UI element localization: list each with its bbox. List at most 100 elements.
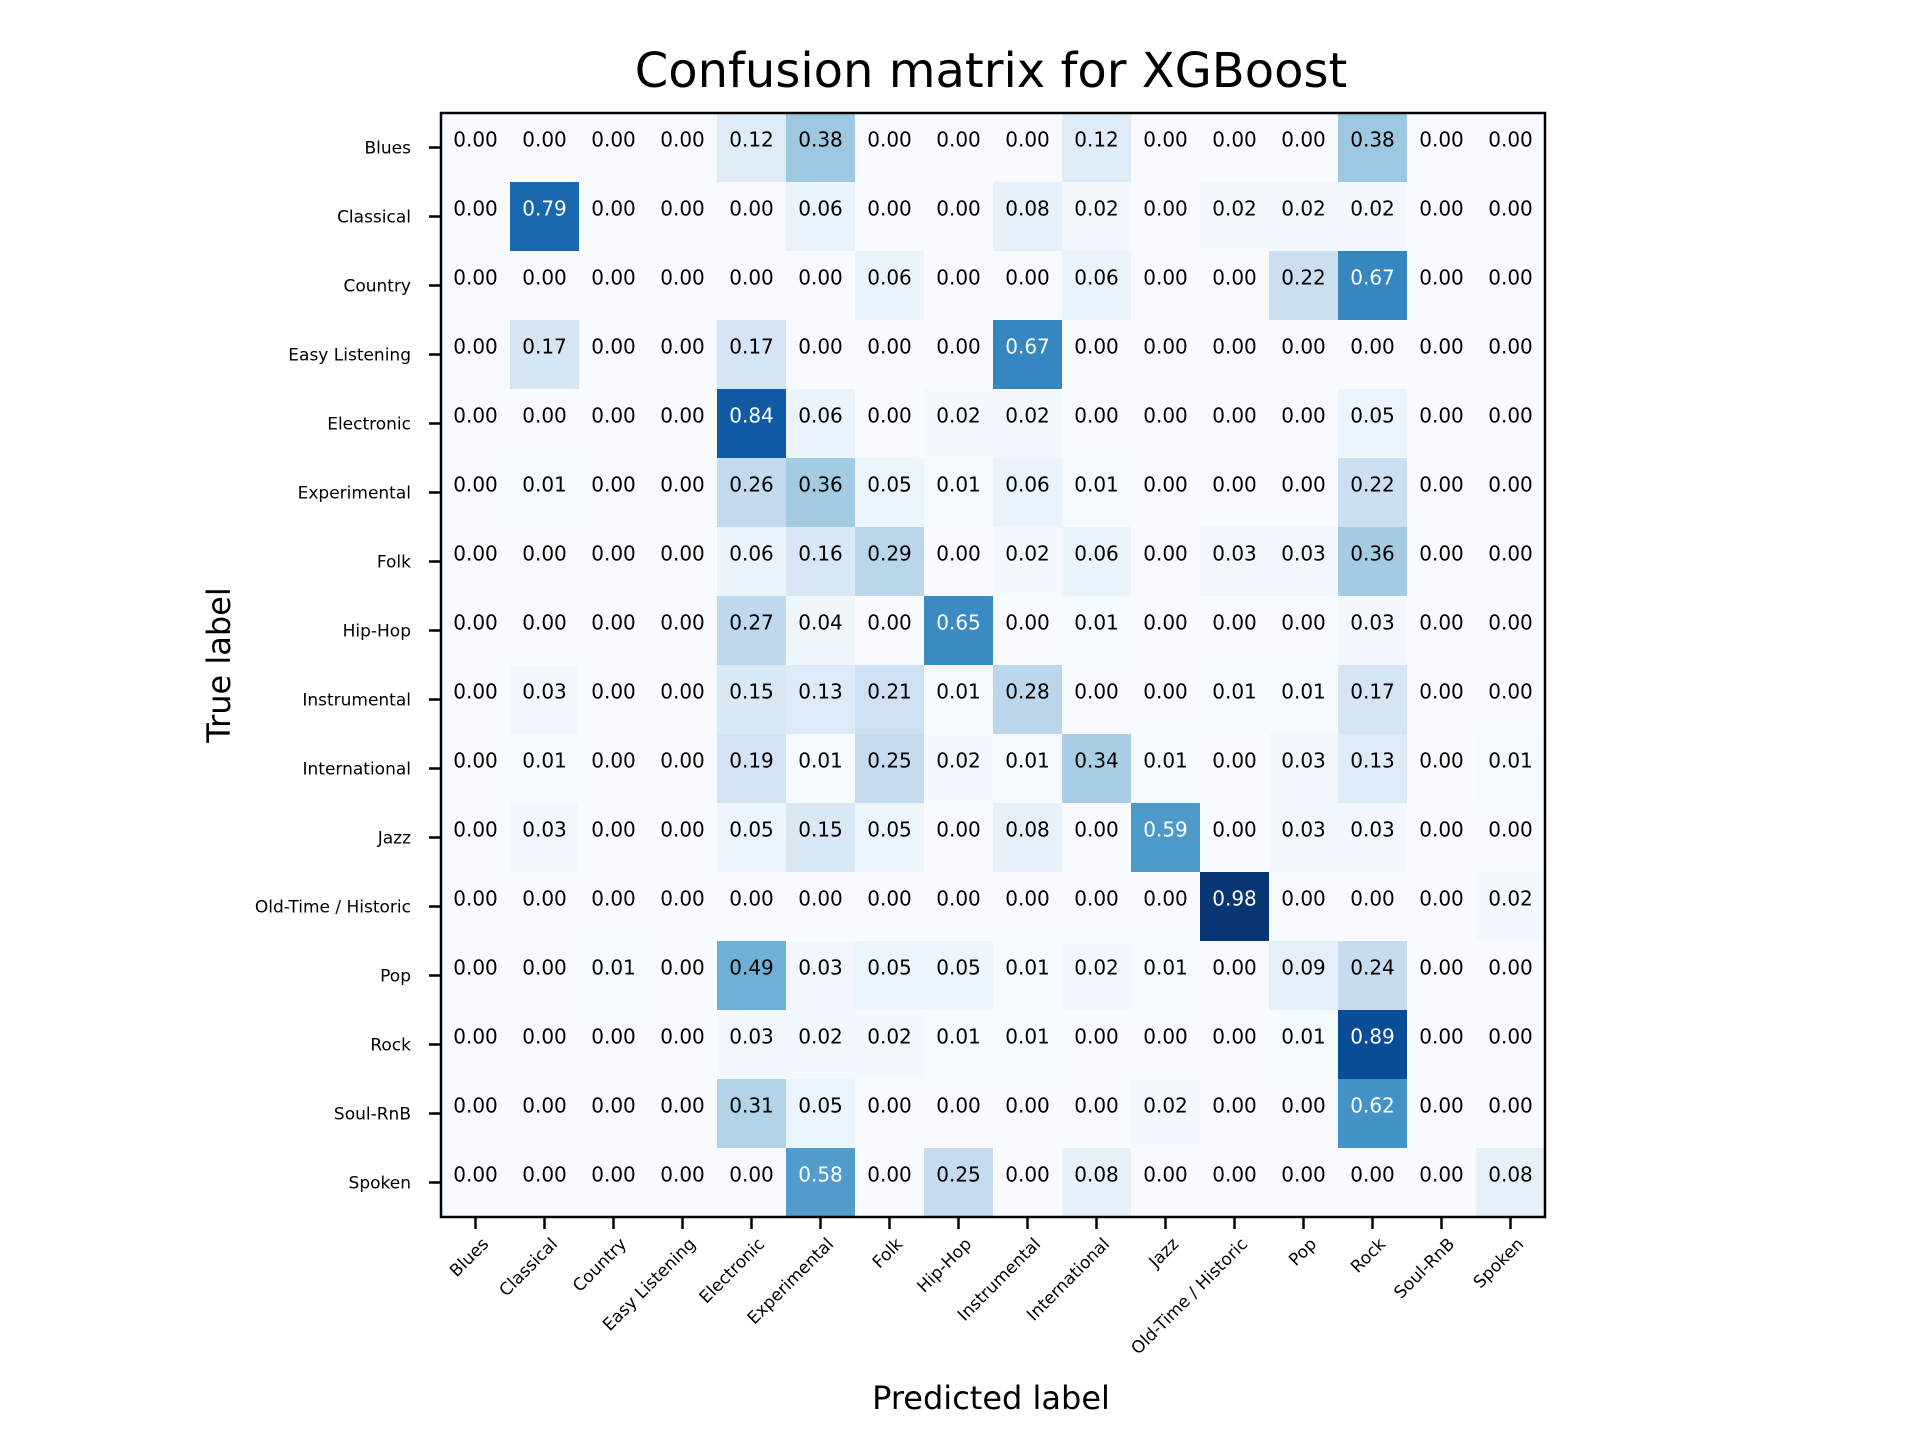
cell-value-label: 0.00 (591, 749, 636, 773)
cell-value-label: 0.00 (660, 1025, 705, 1049)
matrix-cell (924, 1079, 994, 1149)
cell-value-label: 0.00 (867, 197, 912, 221)
cell-value-label: 0.06 (729, 542, 774, 566)
cell-value-label: 0.00 (453, 1163, 498, 1187)
cell-value-label: 0.00 (1005, 266, 1050, 290)
cell-value-label: 0.00 (1419, 197, 1464, 221)
matrix-cell (924, 251, 994, 321)
cell-value-label: 0.03 (1281, 542, 1326, 566)
cell-value-label: 0.00 (1212, 404, 1257, 428)
x-tick-label: Soul-RnB (1390, 1234, 1459, 1303)
matrix-cell (1338, 872, 1408, 942)
cell-value-label: 0.08 (1488, 1163, 1533, 1187)
matrix-cell (1131, 458, 1201, 528)
cell-value-label: 0.00 (867, 887, 912, 911)
cell-value-label: 0.28 (1005, 680, 1050, 704)
matrix-cell (717, 1079, 787, 1149)
cell-value-label: 0.29 (867, 542, 912, 566)
cell-value-label: 0.02 (936, 749, 981, 773)
matrix-cell (441, 458, 511, 528)
matrix-cell (1407, 320, 1477, 390)
matrix-cell (1338, 734, 1408, 804)
matrix-cell (1131, 734, 1201, 804)
matrix-cell (510, 734, 580, 804)
matrix-cell (1131, 803, 1201, 873)
cell-value-label: 0.00 (591, 1094, 636, 1118)
matrix-cell (1338, 251, 1408, 321)
x-tick-label: Country (569, 1234, 631, 1296)
cell-value-label: 0.00 (936, 335, 981, 359)
matrix-cell (441, 1148, 511, 1218)
matrix-cell (441, 803, 511, 873)
cell-value-label: 0.00 (660, 887, 705, 911)
cell-value-label: 0.00 (1212, 473, 1257, 497)
cell-value-label: 0.89 (1350, 1025, 1395, 1049)
x-tick-label: Hip-Hop (914, 1234, 977, 1297)
cell-value-label: 0.00 (1350, 887, 1395, 911)
matrix-cell (1131, 182, 1201, 252)
matrix-cell (855, 1010, 925, 1080)
cell-value-label: 0.00 (1005, 887, 1050, 911)
cell-value-label: 0.00 (453, 1025, 498, 1049)
matrix-cell (1338, 527, 1408, 597)
x-tick-label: Electronic (696, 1234, 769, 1307)
cell-value-label: 0.02 (1212, 197, 1257, 221)
matrix-cell (441, 251, 511, 321)
matrix-cell (993, 251, 1063, 321)
cell-value-label: 0.00 (453, 266, 498, 290)
matrix-cell (579, 1079, 649, 1149)
cell-value-label: 0.05 (936, 956, 981, 980)
cell-value-label: 0.02 (867, 1025, 912, 1049)
y-axis-ticks: Blues Classical Country Easy Listening Elect… (255, 139, 441, 1194)
y-tick-label: Blues (365, 139, 412, 159)
matrix-cell (1200, 251, 1270, 321)
cell-value-label: 0.00 (1074, 1094, 1119, 1118)
matrix-cell (786, 1148, 856, 1218)
cell-value-label: 0.00 (453, 956, 498, 980)
cell-value-label: 0.00 (1419, 611, 1464, 635)
matrix-cell (1062, 734, 1132, 804)
cell-value-label: 0.00 (1212, 1163, 1257, 1187)
matrix-cell (786, 596, 856, 666)
cell-value-label: 0.02 (1005, 542, 1050, 566)
cell-value-label: 0.00 (522, 956, 567, 980)
cell-value-label: 0.02 (1488, 887, 1533, 911)
matrix-cell (786, 251, 856, 321)
matrix-cell (1476, 941, 1546, 1011)
cell-value-label: 0.58 (798, 1163, 843, 1187)
matrix-cell (579, 1010, 649, 1080)
cell-value-label: 0.38 (798, 128, 843, 152)
matrix-cell (717, 320, 787, 390)
y-tick-label: Rock (370, 1036, 411, 1056)
cell-value-label: 0.00 (453, 1094, 498, 1118)
cell-value-label: 0.00 (1419, 1025, 1464, 1049)
cell-value-label: 0.22 (1350, 473, 1395, 497)
cell-value-label: 0.00 (1350, 1163, 1395, 1187)
cell-value-label: 0.00 (1074, 818, 1119, 842)
y-tick-label: Folk (377, 553, 411, 573)
cell-value-label: 0.00 (1350, 335, 1395, 359)
cell-value-label: 0.00 (1419, 887, 1464, 911)
cell-value-label: 0.00 (1419, 128, 1464, 152)
matrix-cell (786, 320, 856, 390)
matrix-cell (786, 941, 856, 1011)
matrix-cell (1062, 665, 1132, 735)
matrix-cell (1476, 872, 1546, 942)
cell-value-label: 0.00 (1488, 1025, 1533, 1049)
matrix-cell (510, 941, 580, 1011)
matrix-cell (441, 941, 511, 1011)
matrix-cell (441, 1010, 511, 1080)
y-tick-label: Easy Listening (288, 346, 411, 366)
y-tick-label: Hip-Hop (343, 622, 411, 642)
cell-value-label: 0.00 (1143, 197, 1188, 221)
matrix-cell (579, 389, 649, 459)
cell-value-label: 0.00 (660, 404, 705, 428)
matrix-cells (441, 113, 1546, 1218)
matrix-cell (786, 665, 856, 735)
cell-value-label: 0.00 (1212, 749, 1257, 773)
cell-value-label: 0.98 (1212, 887, 1257, 911)
matrix-cell (510, 1079, 580, 1149)
matrix-cell (579, 803, 649, 873)
cell-value-label: 0.00 (798, 887, 843, 911)
matrix-cell (1200, 596, 1270, 666)
